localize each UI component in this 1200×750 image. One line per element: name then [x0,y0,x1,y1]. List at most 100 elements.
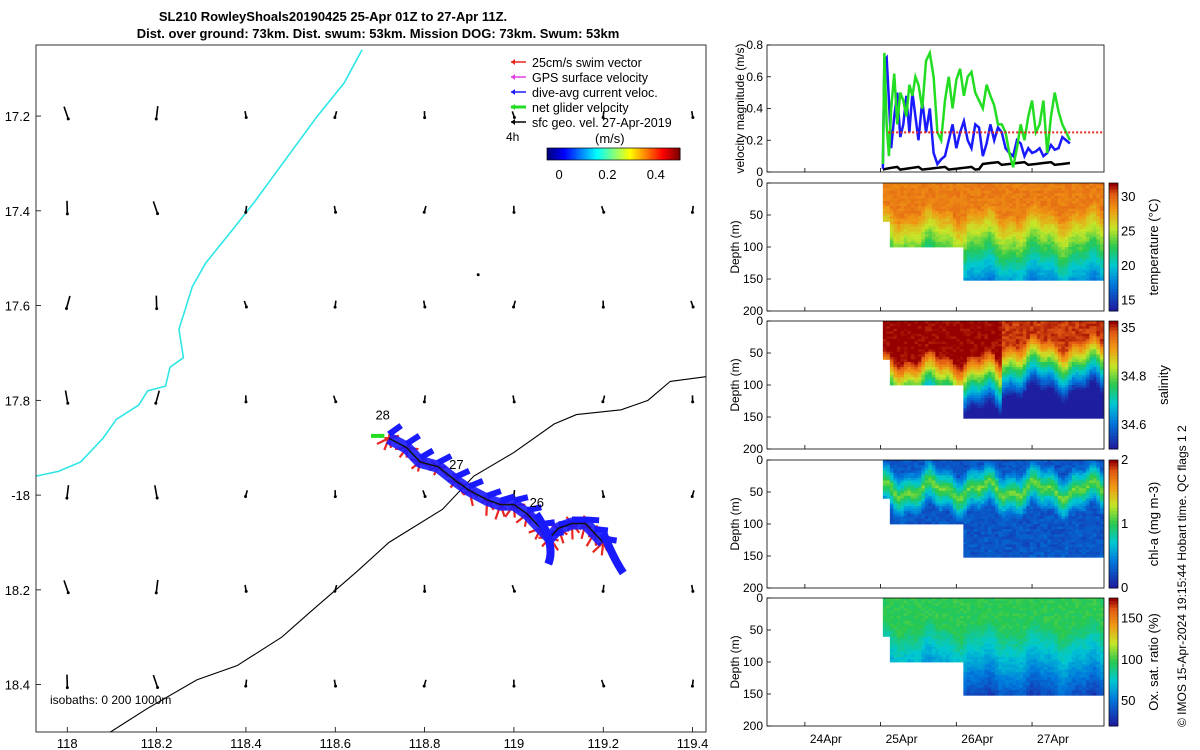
section-cell [998,229,1003,233]
section-cell [903,200,908,204]
section-cell [1029,338,1034,342]
section-cell [1036,349,1041,353]
series-net-velocity [881,48,1072,168]
section-cell [998,252,1003,256]
section-cell [1022,195,1027,199]
section-cell [1019,369,1024,373]
section-cell [966,185,971,189]
section-cell [987,203,992,207]
section-cell [970,385,975,388]
section-cell [949,208,954,212]
section-cell [924,480,929,484]
section-cell [956,364,961,368]
section-cell [977,211,982,215]
section-cell [966,359,971,363]
section-cell [994,323,999,327]
section-cell [1040,277,1045,281]
section-cell [893,516,898,520]
section-cell [945,188,950,192]
section-cell [1019,198,1024,202]
section-cell [1019,231,1024,235]
section-cell [991,247,996,250]
section-cell [893,379,898,383]
section-cell [987,239,992,243]
section-cell [1089,377,1094,381]
section-cell [1071,208,1076,212]
section-cell [1071,229,1076,233]
section-cell [900,467,905,471]
section-cell [1050,410,1055,414]
section-cell [994,354,999,358]
section-cell [928,467,933,471]
section-cell [1043,410,1048,414]
panel-colorbar-cell [1109,327,1118,332]
section-cell [917,241,922,245]
section-cell [921,223,926,227]
section-cell [931,229,936,233]
section-cell [963,234,968,238]
section-cell [1022,223,1027,227]
section-cell [966,341,971,345]
section-cell [921,200,926,204]
section-cell [896,336,901,340]
section-cell [1096,249,1101,253]
section-cell [914,338,919,342]
section-cell [1075,382,1080,386]
section-cell [1078,218,1083,222]
section-cell [987,377,992,381]
section-cell [1096,195,1101,199]
section-cell [991,372,996,376]
section-cell [1092,198,1097,202]
section-cell [903,208,908,212]
section-cell [917,239,922,243]
section-cell [1068,402,1073,406]
section-cell [1036,331,1041,335]
section-cell [1050,272,1055,276]
section-cell [910,234,915,238]
section-cell [924,193,929,197]
section-cell [1092,413,1097,417]
section-cell [1040,257,1045,261]
section-cell [1078,188,1083,192]
geostrophic-vector [601,490,606,499]
section-cell [977,336,982,340]
panel-colorbar-cell [1109,417,1118,421]
section-cell [987,188,992,192]
section-cell [903,485,908,489]
section-cell [973,193,978,197]
section-cell [1001,259,1006,263]
section-cell [1068,236,1073,240]
section-cell [903,495,908,499]
section-cell [1036,262,1041,266]
section-cell [1075,229,1080,233]
section-cell [980,259,985,263]
section-cell [1015,221,1020,225]
section-cell [1099,395,1104,399]
section-cell [1026,402,1031,406]
section-cell [1096,272,1101,276]
section-cell [1012,413,1017,417]
section-cell [921,372,926,376]
section-cell [914,321,919,324]
section-cell [1029,239,1034,243]
section-cell [1015,241,1020,245]
section-cell [1054,367,1059,371]
section-cell [1001,275,1006,279]
section-cell [942,351,947,355]
section-cell [1064,241,1069,245]
section-cell [921,198,926,202]
section-cell [1012,402,1017,406]
legend-item: 25cm/s swim vector [511,56,642,70]
section-cell [1096,359,1101,363]
section-cell [991,326,996,330]
section-cell [1047,354,1052,358]
section-cell [1036,354,1041,358]
section-cell [1085,374,1090,378]
section-cell [1033,326,1038,330]
section-cell [1015,346,1020,350]
section-cell [1001,344,1006,347]
section-cell [921,513,926,517]
section-cell [1061,249,1066,253]
section-cell [893,356,898,360]
geostrophic-vector [600,679,606,688]
